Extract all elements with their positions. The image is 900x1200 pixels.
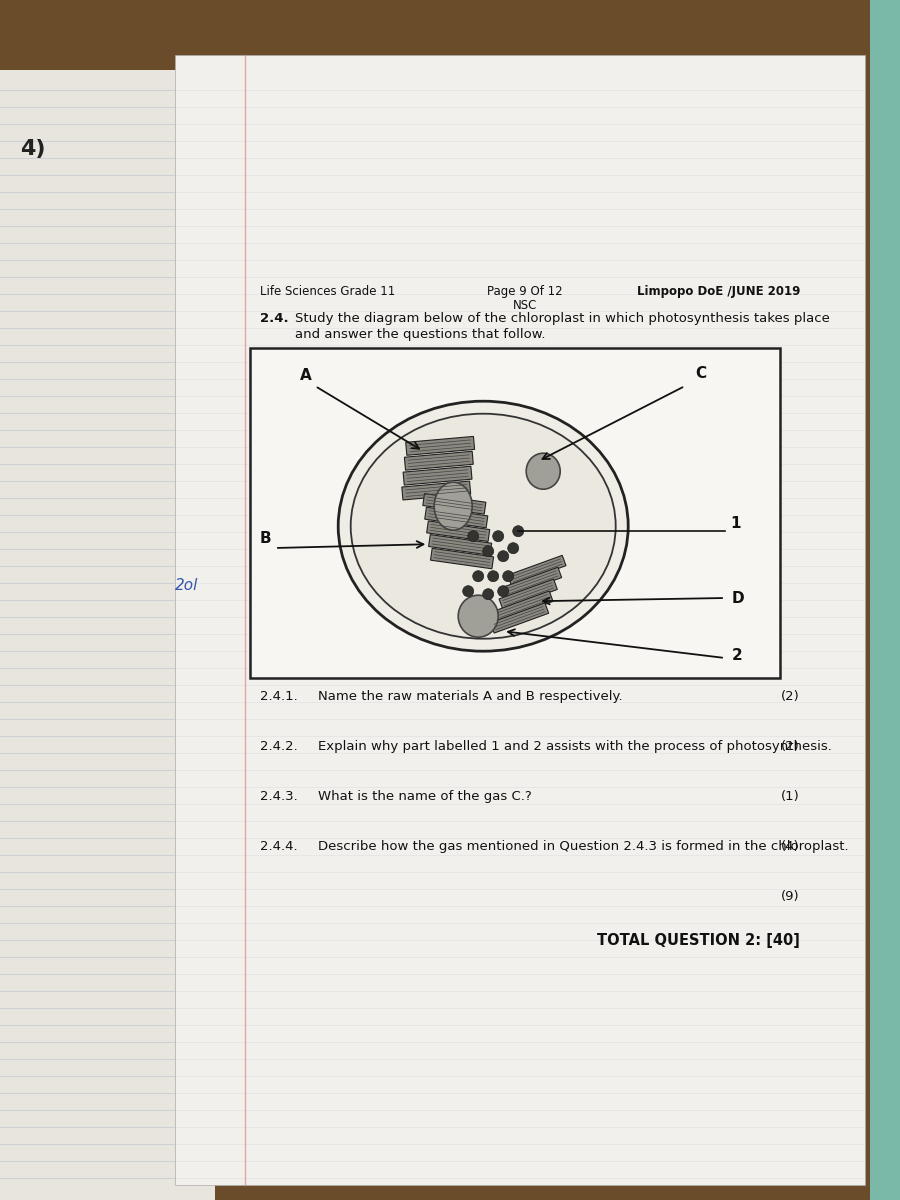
Text: B: B [260,530,272,546]
Circle shape [463,586,473,596]
Polygon shape [491,602,549,634]
Text: (2): (2) [781,740,800,754]
Circle shape [498,551,508,562]
Text: 2.4.2.: 2.4.2. [260,740,298,754]
Ellipse shape [526,454,560,490]
Polygon shape [508,556,566,586]
Circle shape [508,542,518,553]
Polygon shape [428,535,491,556]
Polygon shape [495,592,553,622]
Circle shape [482,589,494,600]
Ellipse shape [434,482,473,530]
Text: (2): (2) [781,690,800,703]
Polygon shape [401,481,471,500]
Text: NSC: NSC [513,299,537,312]
Polygon shape [425,508,488,528]
Polygon shape [430,548,493,569]
Text: What is the name of the gas C.?: What is the name of the gas C.? [318,790,532,803]
Text: 4): 4) [20,139,46,158]
Text: 2ol: 2ol [175,578,198,593]
Text: 2.4.: 2.4. [260,312,289,325]
Text: Name the raw materials A and B respectively.: Name the raw materials A and B respectiv… [318,690,623,703]
Circle shape [513,526,524,536]
Text: D: D [732,590,744,606]
FancyBboxPatch shape [870,0,900,1200]
Text: Explain why part labelled 1 and 2 assists with the process of photosynthesis.: Explain why part labelled 1 and 2 assist… [318,740,832,754]
Circle shape [498,586,508,596]
Text: 2: 2 [732,648,742,662]
Text: (1): (1) [781,790,800,803]
Text: (4): (4) [781,840,800,853]
Text: (9): (9) [781,890,800,902]
FancyBboxPatch shape [250,348,780,678]
Ellipse shape [351,414,616,638]
Polygon shape [427,521,490,541]
Ellipse shape [338,401,628,652]
Circle shape [482,546,494,557]
Polygon shape [423,493,486,514]
Text: Study the diagram below of the chloroplast in which photosynthesis takes place: Study the diagram below of the chloropla… [295,312,830,325]
Text: Limpopo DoE /JUNE 2019: Limpopo DoE /JUNE 2019 [636,284,800,298]
Text: TOTAL QUESTION 2: [40]: TOTAL QUESTION 2: [40] [597,934,800,948]
Text: 2.4.4.: 2.4.4. [260,840,298,853]
Polygon shape [406,437,474,455]
Circle shape [472,571,483,582]
Polygon shape [500,580,557,610]
Ellipse shape [458,595,499,637]
Text: Describe how the gas mentioned in Question 2.4.3 is formed in the chloroplast.: Describe how the gas mentioned in Questi… [318,840,849,853]
Polygon shape [503,568,562,598]
Text: C: C [695,366,707,382]
Circle shape [488,571,499,582]
Circle shape [503,571,514,582]
Polygon shape [403,467,472,485]
Text: 2.4.3.: 2.4.3. [260,790,298,803]
Circle shape [468,530,479,541]
Text: A: A [300,368,311,383]
FancyBboxPatch shape [0,70,215,1200]
Circle shape [492,530,504,541]
Text: Life Sciences Grade 11: Life Sciences Grade 11 [260,284,395,298]
Polygon shape [404,451,473,470]
Text: Page 9 Of 12: Page 9 Of 12 [487,284,562,298]
Text: 1: 1 [730,516,741,532]
Text: 2.4.1.: 2.4.1. [260,690,298,703]
Text: and answer the questions that follow.: and answer the questions that follow. [295,328,545,341]
FancyBboxPatch shape [175,55,865,1186]
